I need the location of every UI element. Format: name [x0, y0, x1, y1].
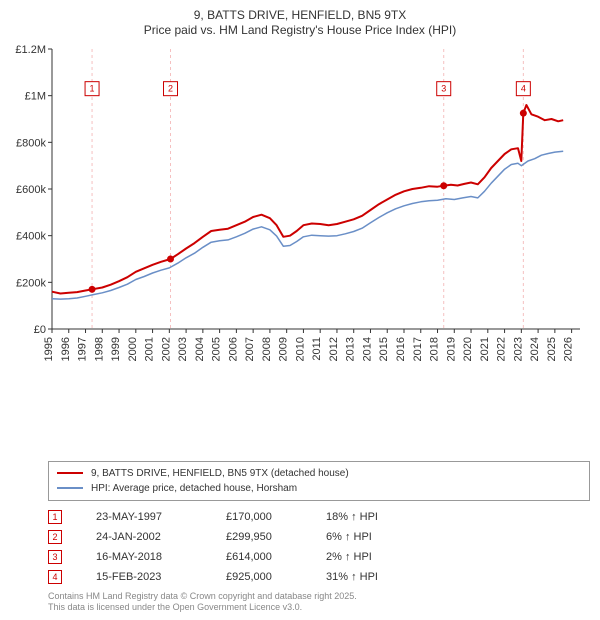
x-tick-label: 2002 — [160, 337, 172, 361]
x-tick-label: 2023 — [512, 337, 524, 361]
title-line-1: 9, BATTS DRIVE, HENFIELD, BN5 9TX — [10, 8, 590, 22]
y-tick-label: £1M — [25, 91, 46, 103]
x-tick-label: 2019 — [445, 337, 457, 361]
sale-marker-num-4: 4 — [521, 84, 526, 94]
sale-marker-num-3: 3 — [441, 84, 446, 94]
titles: 9, BATTS DRIVE, HENFIELD, BN5 9TX Price … — [10, 8, 590, 37]
x-tick-label: 2021 — [479, 337, 491, 361]
sale-row-delta: 2% ↑ HPI — [326, 551, 416, 563]
footer-line-1: Contains HM Land Registry data © Crown c… — [48, 591, 590, 603]
x-tick-label: 2009 — [278, 337, 290, 361]
x-tick-label: 2008 — [261, 337, 273, 361]
x-tick-label: 2018 — [429, 337, 441, 361]
x-tick-label: 2024 — [529, 337, 541, 361]
sale-marker-num-2: 2 — [168, 84, 173, 94]
sale-row-date: 23-MAY-1997 — [96, 511, 226, 523]
x-tick-label: 2004 — [194, 337, 206, 361]
legend-row: HPI: Average price, detached house, Hors… — [57, 481, 581, 496]
y-tick-label: £200k — [16, 277, 46, 289]
sale-row-date: 16-MAY-2018 — [96, 551, 226, 563]
y-tick-label: £1.2M — [15, 44, 46, 56]
legend-swatch — [57, 487, 83, 489]
x-tick-label: 2001 — [144, 337, 156, 361]
price-chart: £0 £200k £400k £600k £800k £1M £1.2M 1995 1996 19… — [10, 43, 590, 373]
sale-row-delta: 6% ↑ HPI — [326, 531, 416, 543]
x-tick-label: 2016 — [395, 337, 407, 361]
legend-swatch — [57, 472, 83, 474]
y-tick-label: £0 — [34, 324, 46, 336]
legend-label: HPI: Average price, detached house, Hors… — [91, 481, 297, 496]
sale-row-price: £170,000 — [226, 511, 326, 523]
y-tick-label: £600k — [16, 184, 46, 196]
sale-row: 3 16-MAY-2018£614,0002% ↑ HPI — [48, 547, 590, 567]
x-tick-label: 2003 — [177, 337, 189, 361]
sale-row: 2 24-JAN-2002£299,9506% ↑ HPI — [48, 527, 590, 547]
footer-line-2: This data is licensed under the Open Gov… — [48, 602, 590, 614]
x-tick-label: 2014 — [361, 337, 373, 361]
sale-row-marker: 4 — [48, 570, 62, 584]
legend: 9, BATTS DRIVE, HENFIELD, BN5 9TX (detac… — [48, 461, 590, 501]
x-tick-label: 1997 — [77, 337, 89, 361]
sale-row-date: 15-FEB-2023 — [96, 571, 226, 583]
legend-label: 9, BATTS DRIVE, HENFIELD, BN5 9TX (detac… — [91, 466, 349, 481]
x-tick-label: 2026 — [563, 337, 575, 361]
chart-root: 9, BATTS DRIVE, HENFIELD, BN5 9TX Price … — [0, 0, 600, 620]
x-tick-label: 2012 — [328, 337, 340, 361]
sale-row-marker: 3 — [48, 550, 62, 564]
x-tick-label: 1999 — [110, 337, 122, 361]
title-line-2: Price paid vs. HM Land Registry's House … — [10, 23, 590, 37]
sale-row-marker: 1 — [48, 510, 62, 524]
sale-row: 1 23-MAY-1997£170,00018% ↑ HPI — [48, 507, 590, 527]
x-tick-label: 1998 — [93, 337, 105, 361]
x-tick-label: 2007 — [244, 337, 256, 361]
x-tick-label: 1995 — [43, 337, 55, 361]
sale-row-date: 24-JAN-2002 — [96, 531, 226, 543]
sale-row-delta: 31% ↑ HPI — [326, 571, 416, 583]
x-tick-label: 2011 — [311, 337, 323, 361]
y-tick-label: £800k — [16, 137, 46, 149]
x-tick-label: 2017 — [412, 337, 424, 361]
sale-point-1 — [89, 286, 96, 293]
sale-marker-num-1: 1 — [90, 84, 95, 94]
x-tick-label: 2010 — [294, 337, 306, 361]
x-tick-label: 2000 — [127, 337, 139, 361]
x-tick-label: 2013 — [345, 337, 357, 361]
sale-point-2 — [167, 256, 174, 263]
x-tick-label: 2022 — [496, 337, 508, 361]
chart-area: £0 £200k £400k £600k £800k £1M £1.2M 1995 1996 19… — [10, 43, 590, 457]
sale-point-3 — [440, 182, 447, 189]
legend-row: 9, BATTS DRIVE, HENFIELD, BN5 9TX (detac… — [57, 466, 581, 481]
x-tick-label: 2025 — [546, 337, 558, 361]
sales-table: 1 23-MAY-1997£170,00018% ↑ HPI 2 24-JAN-200… — [48, 507, 590, 587]
sale-row-price: £614,000 — [226, 551, 326, 563]
x-tick-label: 2006 — [227, 337, 239, 361]
x-tick-label: 2005 — [211, 337, 223, 361]
sale-row-price: £925,000 — [226, 571, 326, 583]
plot-bg — [52, 49, 580, 329]
x-tick-label: 1996 — [60, 337, 72, 361]
x-tick-label: 2015 — [378, 337, 390, 361]
sale-row-price: £299,950 — [226, 531, 326, 543]
sale-point-4 — [520, 110, 527, 117]
footer: Contains HM Land Registry data © Crown c… — [48, 591, 590, 614]
x-tick-label: 2020 — [462, 337, 474, 361]
sale-row-marker: 2 — [48, 530, 62, 544]
sale-row-delta: 18% ↑ HPI — [326, 511, 416, 523]
sale-row: 4 15-FEB-2023£925,00031% ↑ HPI — [48, 567, 590, 587]
y-tick-label: £400k — [16, 231, 46, 243]
